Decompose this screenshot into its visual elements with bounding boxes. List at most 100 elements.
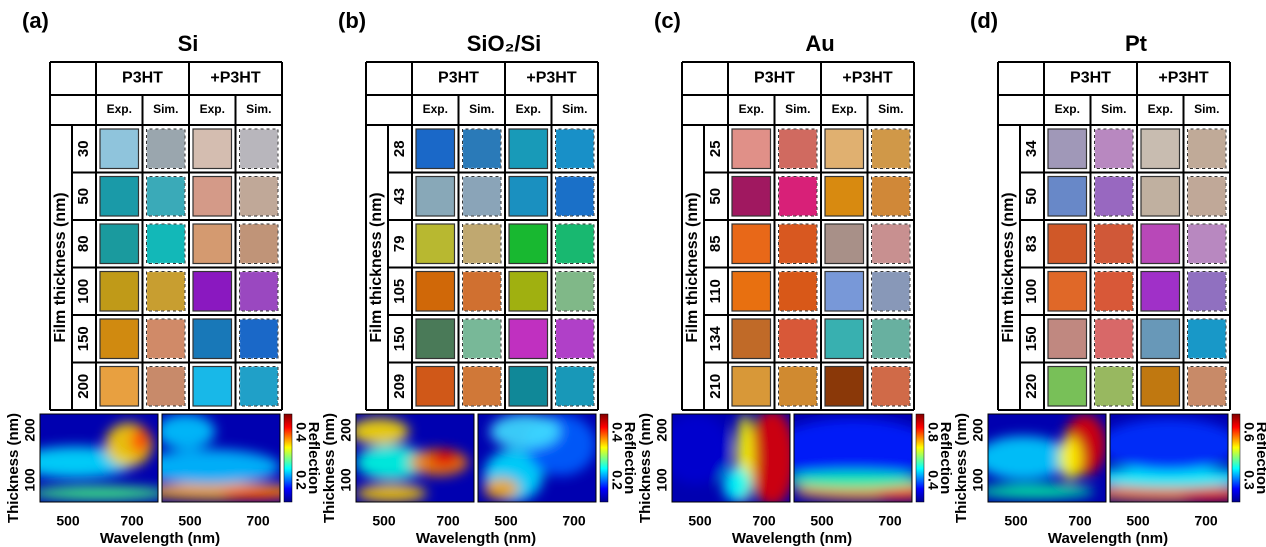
exp-swatch <box>1140 223 1181 265</box>
exp-swatch <box>1140 175 1181 217</box>
x-tick-label: 500 <box>494 513 518 529</box>
colorbar-tick: 0.4 <box>293 422 309 442</box>
sim-swatch-border <box>778 318 818 359</box>
sim-swatch <box>1186 270 1227 312</box>
sim-swatch <box>554 128 595 170</box>
heatmap-blobs <box>356 418 469 502</box>
sub-header: Sim. <box>246 102 271 116</box>
exp-swatch <box>192 175 233 217</box>
sim-swatch <box>461 365 502 407</box>
panel: (a) Si P3HT +P3HT Exp. Sim. Exp. Sim. Film thick… <box>5 8 322 547</box>
sub-header: Sim. <box>153 102 178 116</box>
row-axis-label: Film thickness (nm) <box>52 192 69 342</box>
heatmap-frame <box>39 413 159 503</box>
heatmap-blobs <box>40 422 158 501</box>
sub-header: Exp. <box>423 102 448 116</box>
sub-header: Exp. <box>516 102 541 116</box>
panel: (d) Pt P3HT +P3HT Exp. Sim. Exp. Sim. Film thick… <box>953 8 1266 547</box>
heatmap <box>478 414 596 502</box>
sim-swatch <box>145 175 186 217</box>
x-tick-label: 500 <box>688 513 712 529</box>
exp-swatch <box>1047 128 1088 170</box>
thickness-label: 100 <box>75 279 92 304</box>
thickness-label: 220 <box>1023 374 1040 399</box>
heatmap-blobs <box>988 414 1106 499</box>
sim-swatch-border <box>462 128 502 169</box>
heatmap-region <box>221 489 280 501</box>
exp-swatch <box>731 365 772 407</box>
group-header: +P3HT <box>1158 70 1208 87</box>
sim-swatch-border <box>778 223 818 264</box>
sub-header: Sim. <box>469 102 494 116</box>
sim-swatch <box>870 318 911 360</box>
exp-swatch <box>415 223 456 265</box>
sim-swatch-border <box>555 223 595 264</box>
sim-swatch <box>238 128 279 170</box>
sim-swatch <box>870 175 911 217</box>
heatmap <box>1110 414 1228 502</box>
sim-swatch-border <box>146 318 186 359</box>
sim-swatch-border <box>146 271 186 312</box>
heatmap-region <box>356 418 410 445</box>
sub-header: Exp. <box>832 102 857 116</box>
exp-swatch <box>508 270 549 312</box>
sim-swatch <box>554 223 595 265</box>
sim-swatch-border <box>462 176 502 217</box>
sim-swatch <box>461 175 502 217</box>
heatmap-frame <box>355 413 475 503</box>
heatmap-frame <box>1109 413 1229 503</box>
sim-swatch <box>145 365 186 407</box>
sim-swatch <box>461 128 502 170</box>
thickness-label: 79 <box>391 235 408 252</box>
sim-swatch-border <box>146 128 186 169</box>
colorbar-tick: 0.6 <box>1241 422 1257 442</box>
sim-swatch-border <box>239 366 279 407</box>
thickness-label: 80 <box>75 235 92 252</box>
sim-swatch-border <box>778 366 818 407</box>
y-axis-label: Thickness (nm) <box>953 413 970 523</box>
sim-swatch <box>777 175 818 217</box>
exp-swatch <box>1140 270 1181 312</box>
sim-swatch <box>870 365 911 407</box>
exp-swatch <box>1140 128 1181 170</box>
sim-swatch-border <box>462 223 502 264</box>
sim-swatch-border <box>778 176 818 217</box>
thickness-label: 34 <box>1023 140 1040 157</box>
colorbar-tick: 0.8 <box>925 422 941 442</box>
sim-swatch <box>145 318 186 360</box>
sim-swatch-border <box>555 176 595 217</box>
exp-swatch <box>415 270 456 312</box>
sim-swatch <box>1093 318 1134 360</box>
sim-swatch <box>554 270 595 312</box>
x-tick-label: 500 <box>56 513 80 529</box>
thickness-label: 43 <box>391 188 408 205</box>
sim-swatch <box>777 270 818 312</box>
heatmap-region <box>1180 489 1228 502</box>
sim-swatch <box>238 318 279 360</box>
sim-swatch <box>777 128 818 170</box>
thickness-label: 150 <box>391 326 408 351</box>
sim-swatch-border <box>555 128 595 169</box>
thickness-label: 83 <box>1023 235 1040 252</box>
exp-swatch <box>508 175 549 217</box>
panel-label: (d) <box>970 8 998 33</box>
heatmap <box>988 414 1106 502</box>
x-tick-label: 500 <box>178 513 202 529</box>
group-header: +P3HT <box>210 70 260 87</box>
x-tick-label: 700 <box>562 513 586 529</box>
exp-swatch <box>99 318 140 360</box>
sim-swatch-border <box>1094 176 1134 217</box>
sim-swatch-border <box>239 176 279 217</box>
group-header: +P3HT <box>842 70 892 87</box>
sim-swatch-border <box>871 223 911 264</box>
x-tick-label: 700 <box>246 513 270 529</box>
thickness-label: 150 <box>75 326 92 351</box>
sub-header: Exp. <box>200 102 225 116</box>
exp-swatch <box>99 175 140 217</box>
y-tick-label: 100 <box>22 468 38 492</box>
y-tick-label: 100 <box>970 468 986 492</box>
exp-swatch <box>99 128 140 170</box>
sub-header: Exp. <box>1148 102 1173 116</box>
sub-header: Sim. <box>1194 102 1219 116</box>
y-tick-label: 200 <box>338 418 354 442</box>
